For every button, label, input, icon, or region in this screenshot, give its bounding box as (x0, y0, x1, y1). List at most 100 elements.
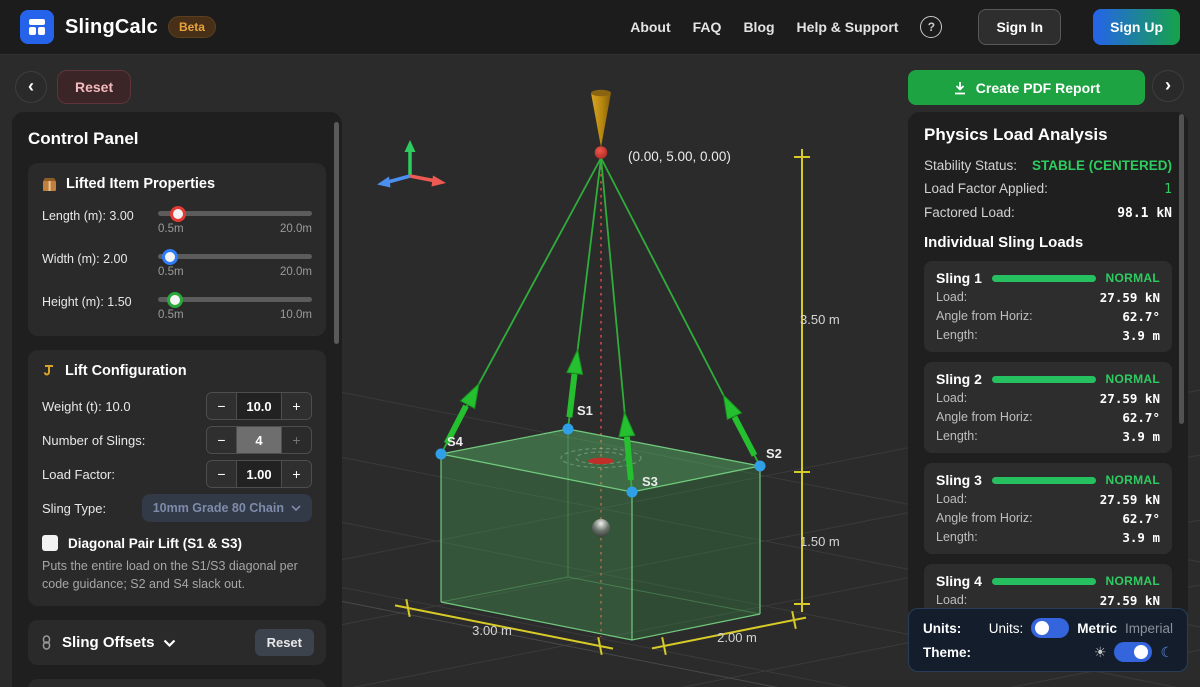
weight-minus-button[interactable]: − (207, 393, 236, 419)
sling-2-angle-label: Angle from Horiz: (936, 410, 1033, 425)
sling-1-card: Sling 1 NORMAL Load:27.59 kN Angle from … (924, 261, 1172, 352)
nav-blog[interactable]: Blog (743, 19, 774, 35)
length-max: 20.0m (280, 223, 312, 235)
height-slider-thumb[interactable] (167, 292, 183, 308)
sling-4-load-bar (992, 578, 1096, 585)
length-slider-row: Length (m): 3.00 0.5m 20.0m (42, 205, 312, 235)
create-pdf-report-button[interactable]: Create PDF Report (908, 70, 1145, 105)
sling-offsets-header[interactable]: Sling Offsets (62, 634, 176, 651)
num-slings-minus-button[interactable]: − (207, 427, 236, 453)
physics-load-analysis-panel: Physics Load Analysis Stability Status: … (908, 112, 1188, 620)
sling-2-angle-value: 62.7° (1122, 410, 1160, 425)
sling-3-name: Sling 3 (936, 472, 982, 488)
height-slider-row: Height (m): 1.50 0.5m 10.0m (42, 291, 312, 321)
package-icon (42, 177, 57, 192)
nav-about[interactable]: About (630, 19, 670, 35)
nav-help-support[interactable]: Help & Support (797, 19, 899, 35)
top-navbar: SlingCalc Beta About FAQ Blog Help & Sup… (0, 0, 1200, 55)
sling-3-angle-label: Angle from Horiz: (936, 511, 1033, 526)
metric-option[interactable]: Metric (1077, 621, 1117, 636)
reset-button[interactable]: Reset (57, 70, 131, 104)
app-logo[interactable] (20, 10, 54, 44)
length-slider[interactable] (158, 211, 312, 216)
sling-2-load-label: Load: (936, 391, 967, 406)
diagonal-pair-row: Diagonal Pair Lift (S1 & S3) (42, 535, 312, 551)
load-factor-stepper: − 1.00 + (206, 460, 312, 488)
load-factor-minus-button[interactable]: − (207, 461, 236, 487)
sling-3-status-badge: NORMAL (1106, 473, 1160, 487)
panel-collapse-left-button[interactable]: ‹ (15, 71, 47, 103)
sling-1-length-value: 3.9 m (1122, 328, 1160, 343)
sling-type-row: Sling Type: 10mm Grade 80 Chain (42, 494, 312, 522)
diagonal-pair-label: Diagonal Pair Lift (S1 & S3) (68, 536, 242, 551)
sling-type-dropdown[interactable]: 10mm Grade 80 Chain (142, 494, 312, 522)
left-panel-scrollbar[interactable] (334, 122, 339, 344)
sign-up-button[interactable]: Sign Up (1093, 9, 1180, 45)
sling-1-angle-label: Angle from Horiz: (936, 309, 1033, 324)
nav-links: About FAQ Blog Help & Support ? Sign In … (630, 9, 1180, 45)
panel-collapse-right-button[interactable]: › (1152, 70, 1184, 102)
chevron-down-icon (291, 505, 301, 511)
width-slider[interactable] (158, 254, 312, 259)
imperial-option[interactable]: Imperial (1125, 621, 1173, 636)
control-panel-title: Control Panel (28, 129, 326, 149)
sling-2-status-badge: NORMAL (1106, 372, 1160, 386)
theme-toggle[interactable] (1114, 642, 1152, 662)
sling-1-load-value: 27.59 kN (1100, 290, 1160, 305)
chevron-right-icon: › (1165, 76, 1171, 94)
sling-offsets-title: Sling Offsets (62, 634, 155, 651)
nav-faq[interactable]: FAQ (693, 19, 722, 35)
weight-row: Weight (t): 10.0 − 10.0 + (42, 392, 312, 420)
right-panel-scrollbar[interactable] (1179, 114, 1184, 424)
length-slider-thumb[interactable] (170, 206, 186, 222)
weight-value: 10.0 (236, 393, 282, 419)
load-factor-plus-button[interactable]: + (282, 461, 311, 487)
sling-3-angle-value: 62.7° (1122, 511, 1160, 526)
sling-2-card: Sling 2 NORMAL Load:27.59 kN Angle from … (924, 362, 1172, 453)
factored-load-label: Factored Load: (924, 205, 1015, 220)
individual-sling-loads-title: Individual Sling Loads (924, 234, 1172, 251)
weight-plus-button[interactable]: + (282, 393, 311, 419)
width-label: Width (m): 2.00 (42, 248, 158, 278)
hook-coord-label: (0.00, 5.00, 0.00) (628, 149, 731, 164)
width-slider-row: Width (m): 2.00 0.5m 20.0m (42, 248, 312, 278)
height-slider[interactable] (158, 297, 312, 302)
sling-type-value: 10mm Grade 80 Chain (153, 501, 284, 515)
height-max: 10.0m (280, 309, 312, 321)
sling-offsets-reset-button[interactable]: Reset (255, 629, 314, 656)
sling-2-load-bar (992, 376, 1096, 383)
beta-badge: Beta (168, 16, 216, 38)
sling-3-load-label: Load: (936, 492, 967, 507)
load-factor-applied-label: Load Factor Applied: (924, 181, 1048, 196)
units-toggle[interactable] (1031, 618, 1069, 638)
num-slings-row: Number of Slings: − 4 + (42, 426, 312, 454)
theme-row: Theme: ☀ ☾ (923, 642, 1173, 662)
length-label: Length (m): 3.00 (42, 205, 158, 235)
units-control-label: Units: (989, 621, 1024, 636)
chevron-left-icon: ‹ (28, 77, 34, 95)
hook (591, 90, 611, 159)
sling-label-s4: S4 (447, 434, 464, 449)
num-slings-label: Number of Slings: (42, 433, 145, 448)
sling-label-s1: S1 (577, 403, 593, 418)
diagonal-pair-description: Puts the entire load on the S1/S3 diagon… (42, 558, 312, 593)
weight-stepper: − 10.0 + (206, 392, 312, 420)
cog-marker (592, 519, 610, 537)
num-slings-stepper: − 4 + (206, 426, 312, 454)
sling-4-name: Sling 4 (936, 573, 982, 589)
diagonal-pair-checkbox[interactable] (42, 535, 58, 551)
width-min: 0.5m (158, 266, 184, 278)
sling-4-load-value: 27.59 kN (1100, 593, 1160, 608)
question-circle-icon[interactable]: ? (920, 16, 942, 38)
moon-icon: ☾ (1160, 644, 1173, 661)
sign-in-button[interactable]: Sign In (978, 9, 1061, 45)
sling-1-load-label: Load: (936, 290, 967, 305)
num-slings-plus-button[interactable]: + (282, 427, 311, 453)
width-slider-thumb[interactable] (162, 249, 178, 265)
sling-type-label: Sling Type: (42, 501, 106, 516)
lift-config-title: Lift Configuration (65, 363, 187, 379)
sling-1-load-bar (992, 275, 1096, 282)
sling-2-load-value: 27.59 kN (1100, 391, 1160, 406)
stability-status-row: Stability Status: STABLE (CENTERED) (924, 158, 1172, 173)
download-icon (953, 81, 967, 95)
